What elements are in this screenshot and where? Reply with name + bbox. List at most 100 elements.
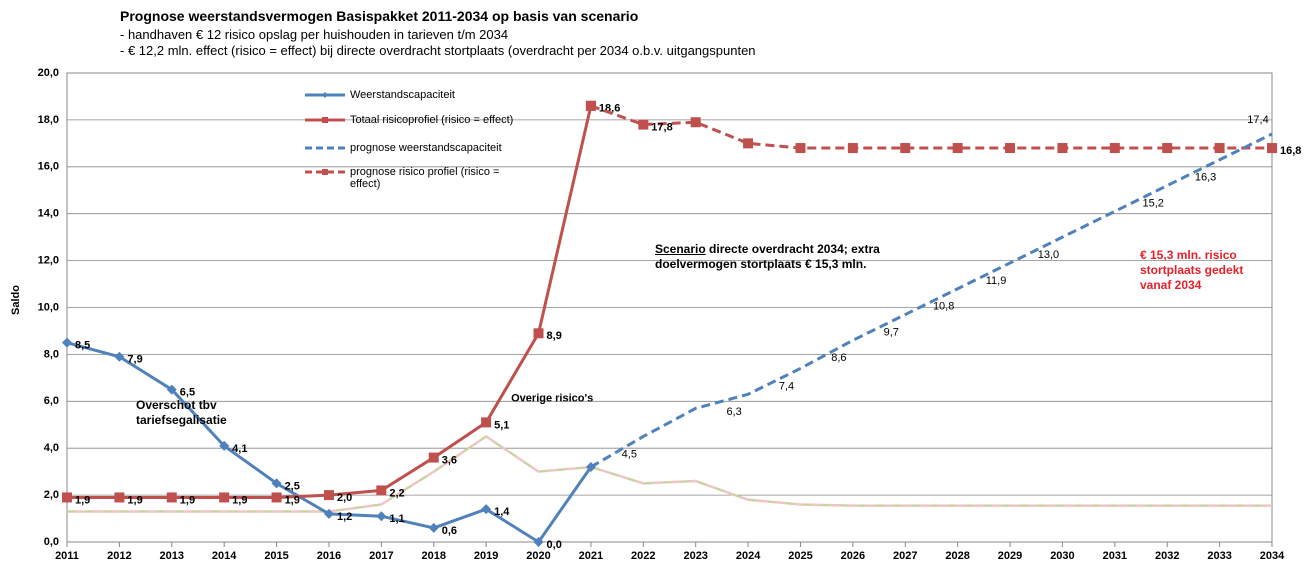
marker [323, 490, 334, 501]
marker [1057, 143, 1068, 154]
data-label: 4,5 [622, 448, 637, 460]
data-label: 16,8 [1280, 145, 1301, 157]
x-tick-label: 2019 [474, 550, 498, 562]
legend-label: Weerstandscapaciteit [350, 89, 455, 101]
series-annotation: Overige risico's [511, 392, 593, 404]
y-tick-label: 2,0 [44, 489, 59, 501]
marker [481, 417, 492, 428]
marker [481, 504, 492, 515]
annotation-block: Scenario directe overdracht 2034; extra … [655, 242, 925, 272]
subtitle: - handhaven € 12 risico opslag per huish… [120, 27, 509, 42]
marker [952, 143, 963, 154]
x-tick-label: 2015 [264, 550, 288, 562]
marker [376, 485, 387, 496]
data-label: 1,9 [285, 494, 300, 506]
marker [376, 511, 387, 522]
data-label: 7,4 [779, 380, 794, 392]
x-tick-label: 2014 [212, 550, 237, 562]
y-tick-label: 18,0 [38, 114, 59, 126]
series-overlay [67, 435, 1272, 513]
chart-title: Prognose weerstandsvermogen Basispakket … [120, 8, 639, 24]
data-label: 2,0 [337, 492, 352, 504]
marker [323, 508, 334, 519]
x-tick-label: 2018 [421, 550, 445, 562]
data-label: 5,1 [494, 419, 509, 431]
marker [900, 143, 911, 154]
x-tick-label: 2034 [1260, 550, 1285, 562]
x-tick-label: 2022 [631, 550, 655, 562]
marker [166, 492, 177, 503]
y-tick-label: 14,0 [38, 208, 59, 220]
x-tick-label: 2011 [55, 550, 79, 562]
legend-marker [322, 92, 328, 98]
y-tick-label: 0,0 [44, 536, 59, 548]
x-tick-label: 2028 [945, 550, 969, 562]
series-line [590, 104, 1272, 150]
data-label: 0,0 [547, 539, 562, 551]
x-tick-label: 2023 [683, 550, 707, 562]
data-label: 1,9 [75, 494, 90, 506]
x-tick-label: 2026 [841, 550, 865, 562]
plot-border [66, 72, 1273, 543]
data-label: 2,5 [285, 480, 300, 492]
data-label: 9,7 [884, 326, 899, 338]
x-tick-label: 2024 [736, 550, 761, 562]
marker [533, 328, 544, 339]
data-label: 16,3 [1195, 172, 1216, 184]
legend-label: prognose weerstandscapaciteit [350, 142, 502, 154]
x-tick-label: 2016 [317, 550, 341, 562]
x-tick-label: 2021 [579, 550, 603, 562]
y-tick-label: 10,0 [38, 301, 59, 313]
data-label: 10,8 [933, 301, 954, 313]
y-tick-label: 16,0 [38, 161, 59, 173]
x-tick-label: 2017 [369, 550, 393, 562]
marker [1267, 143, 1277, 154]
marker [795, 143, 806, 154]
data-label: 8,6 [831, 352, 846, 364]
marker [1109, 143, 1120, 154]
marker [638, 119, 649, 130]
data-label: 8,9 [547, 330, 562, 342]
data-label: 6,5 [180, 386, 195, 398]
marker [1005, 143, 1016, 154]
data-label: 17,8 [651, 121, 672, 133]
marker [428, 522, 439, 533]
marker [166, 384, 177, 395]
marker [219, 440, 230, 451]
legend-marker [322, 117, 328, 123]
data-label: 17,4 [1247, 114, 1268, 126]
marker [1214, 143, 1225, 154]
data-label: 1,9 [180, 494, 195, 506]
x-tick-label: 2020 [526, 550, 550, 562]
data-label: 13,0 [1038, 249, 1059, 261]
subtitle: - € 12,2 mln. effect (risico = effect) b… [120, 43, 756, 58]
annotation: directe overdracht 2034; extra doelvermo… [655, 242, 880, 271]
marker [62, 337, 72, 348]
marker [271, 478, 282, 489]
data-label: 6,3 [726, 406, 741, 418]
y-tick-label: 8,0 [44, 348, 59, 360]
y-tick-label: 4,0 [44, 442, 59, 454]
x-tick-label: 2031 [1103, 550, 1127, 562]
y-axis-label: Saldo [10, 285, 22, 315]
data-label: 15,2 [1143, 197, 1164, 209]
y-tick-label: 20,0 [38, 67, 59, 79]
data-label: 11,9 [986, 275, 1007, 287]
marker [271, 492, 282, 503]
x-tick-label: 2013 [160, 550, 184, 562]
x-tick-label: 2033 [1207, 550, 1231, 562]
marker [690, 117, 701, 128]
x-tick-label: 2012 [107, 550, 131, 562]
x-tick-label: 2029 [998, 550, 1022, 562]
data-label: 0,6 [442, 525, 457, 537]
y-tick-label: 12,0 [38, 255, 59, 267]
data-label: 1,9 [127, 494, 142, 506]
marker [847, 143, 858, 154]
annotation: Overschot tbv tariefsegalisatie [136, 398, 227, 427]
legend-marker [322, 169, 328, 175]
marker [114, 351, 125, 362]
x-tick-label: 2032 [1155, 550, 1179, 562]
data-label: 1,2 [337, 511, 352, 523]
